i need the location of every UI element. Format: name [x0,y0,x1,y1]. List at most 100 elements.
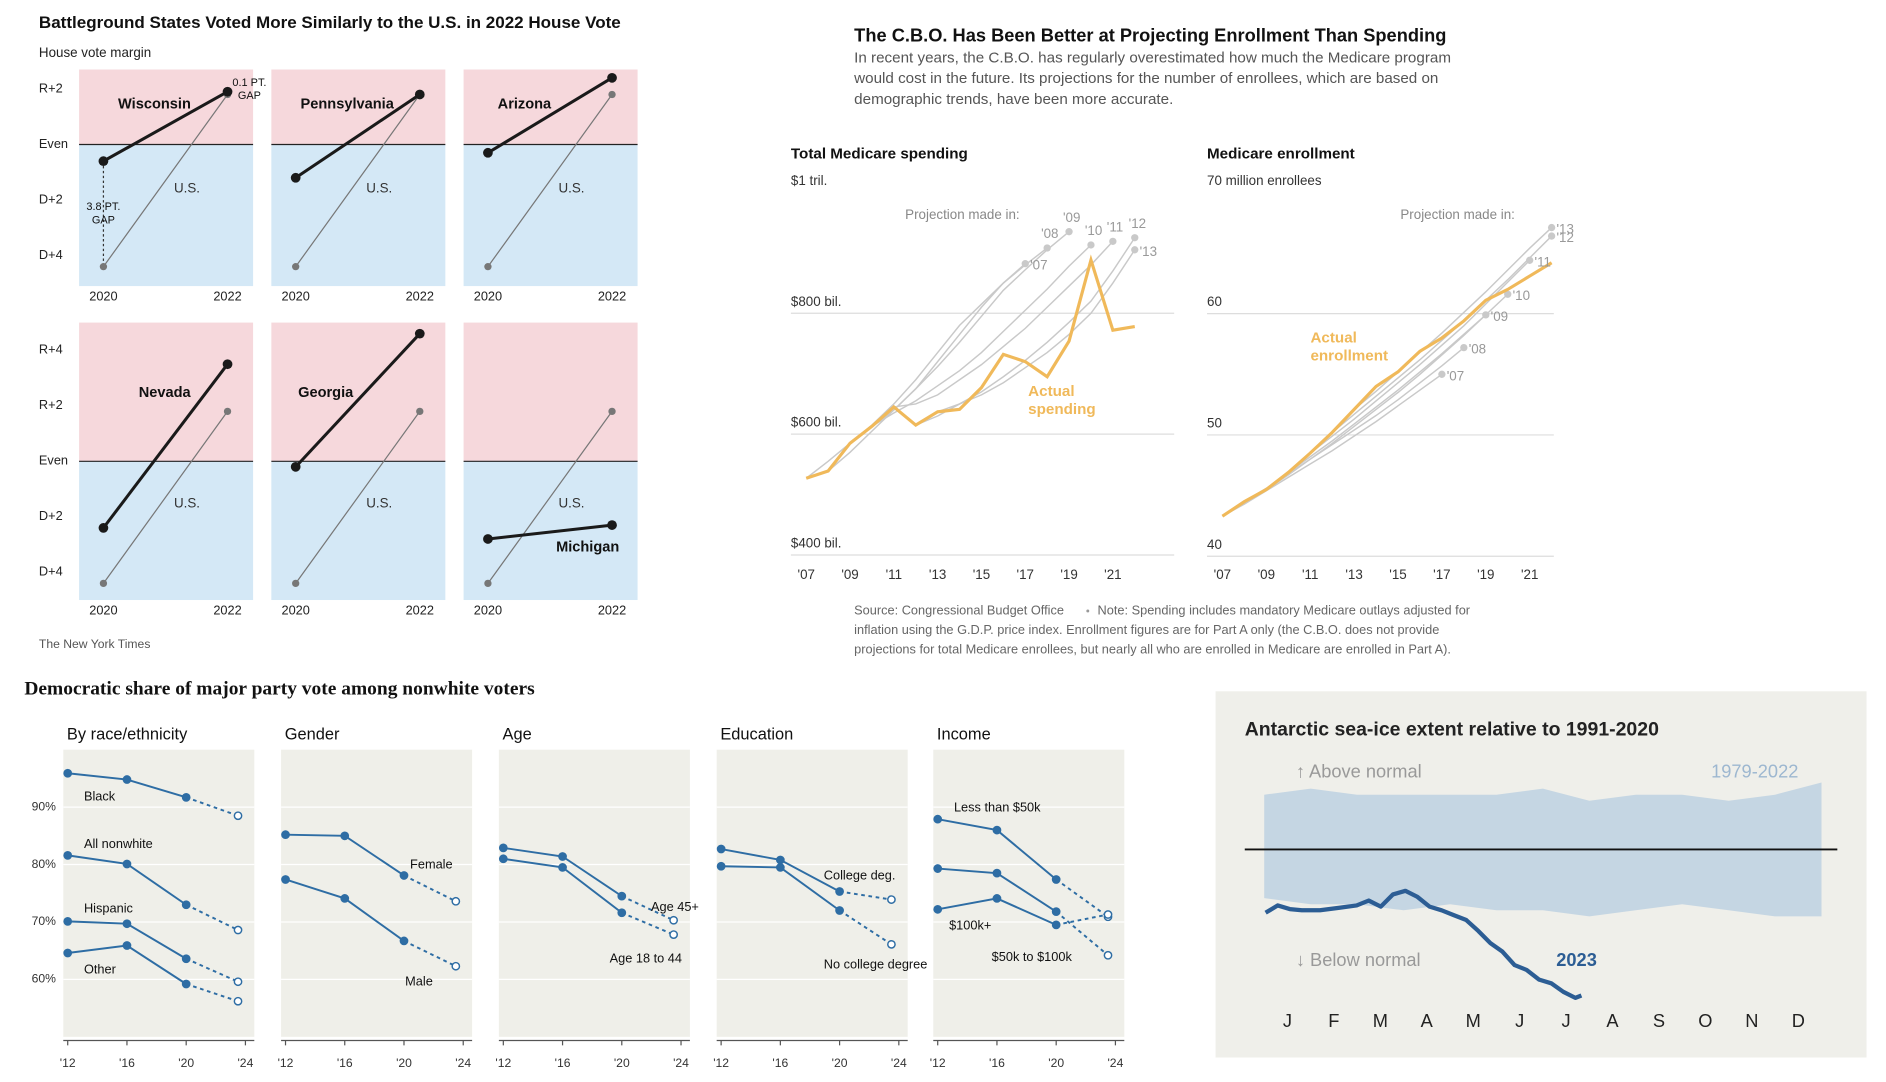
series-label: Female [410,857,453,872]
x-tick-label: '16 [989,1056,1005,1070]
x-tick-label: '17 [1433,567,1450,582]
gap-annotation: GAP [238,90,261,102]
year-label: 2023 [1556,949,1597,970]
y-tick-label: 70% [32,914,57,928]
x-tick-label: '12 [495,1056,511,1070]
state-line [487,76,613,155]
x-tick-label: '16 [119,1056,135,1070]
reference-dot [484,262,492,271]
state-line [487,523,613,541]
point [835,906,844,915]
chart-title: Antarctic sea-ice extent relative to 199… [1245,718,1659,740]
point [1103,950,1113,960]
projection-end [1065,228,1073,236]
projection-end [1131,234,1139,242]
series-line-projected [621,911,674,936]
projection-line [1265,314,1487,491]
annotation: ↓ Below normal [1296,949,1421,970]
point [122,941,132,950]
reference-label: U.S. [558,495,584,510]
series-line-projected [185,903,239,931]
series-label: $50k to $100k [992,949,1073,964]
point [233,925,243,935]
reference-line [102,411,229,584]
reference-label: U.S. [174,495,200,510]
panel [271,69,446,287]
x-tick-label: 2020 [281,288,309,303]
series-line-projected [185,796,239,817]
point [1103,910,1113,919]
point [122,859,132,869]
month-label: J [1515,1010,1524,1031]
series-label: Other [84,961,117,976]
point [992,868,1002,878]
point [716,861,726,871]
republican-zone [79,69,254,145]
projection-label: '07 [1447,368,1464,383]
x-tick-label: '16 [772,1056,788,1070]
projection-label: '10 [1085,223,1102,238]
month-label: D [1792,1010,1805,1031]
state-label: Arizona [498,97,552,113]
point [669,915,679,925]
point [63,850,73,860]
panel-bg [716,749,908,1037]
month-label: M [1373,1010,1388,1031]
x-tick-label: '07 [1214,567,1231,582]
panel [63,749,255,1046]
point [617,891,627,901]
month-label: F [1328,1010,1339,1031]
x-tick-label: '12 [60,1056,76,1070]
panel-bg [63,749,255,1037]
actual-line [1221,261,1553,518]
x-tick-label: 2022 [213,602,241,617]
separator [1086,609,1090,613]
y-axis-label: House vote margin [39,45,151,60]
month-label: J [1562,1010,1571,1031]
projection-line [1353,227,1553,411]
panel [463,322,638,601]
panel [933,749,1125,1046]
x-tick-label: '19 [1477,567,1494,582]
reference-label: U.S. [366,180,392,195]
reference-dot [292,579,300,588]
point [399,871,409,880]
democratic-zone [79,144,254,287]
y-tick-label: $600 bil. [791,415,842,430]
panel-title: Education [720,725,793,743]
source: The New York Times [39,637,150,651]
point [451,896,461,906]
projection-end [1109,237,1117,245]
reference-dot [292,262,300,271]
x-tick-label: '24 [1107,1056,1123,1070]
actual-label: enrollment [1310,348,1388,365]
state-dot [414,328,425,339]
projection-line [1287,293,1509,474]
projection-label: '10 [1513,288,1530,303]
point [233,996,243,1006]
series-line-projected [839,909,892,946]
month-label: A [1606,1010,1619,1031]
x-tick-label: '11 [1302,567,1318,582]
reference-label: U.S. [174,180,200,195]
y-tick-label: R+2 [39,397,63,412]
projection-line [1331,235,1553,434]
reference-dot [416,407,424,416]
state-dot [290,172,301,183]
state-dot [98,523,109,533]
state-dot [414,89,425,100]
series-label: Less than $50k [954,799,1041,814]
state-line [102,90,229,163]
x-tick-label: '13 [929,567,946,582]
month-label: A [1421,1010,1434,1031]
point [887,895,896,904]
projection-annotation: Projection made in: [1400,207,1515,222]
projection-end [1087,241,1095,249]
gap-annotation: 3.8 PT. [86,201,120,213]
democratic-zone [463,144,638,287]
point [181,954,191,964]
state-line [102,363,229,529]
subtitle: demographic trends, have been more accur… [854,91,1173,108]
